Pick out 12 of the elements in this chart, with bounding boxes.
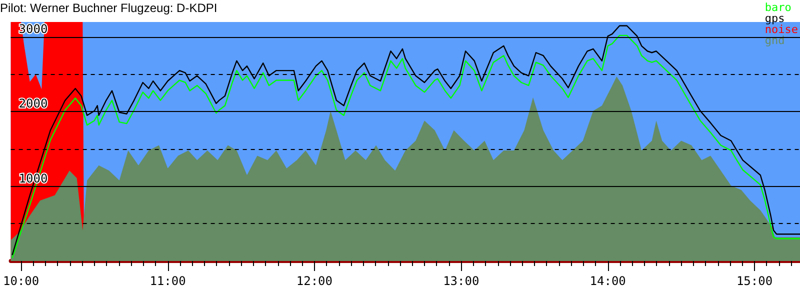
x-tick-label: 14:00: [590, 274, 626, 288]
x-tick-label: 10:00: [3, 274, 40, 288]
x-tick-label: 12:00: [296, 274, 333, 288]
x-tick-label: 11:00: [150, 274, 186, 288]
text: noise: [764, 23, 798, 36]
text: baro: [764, 1, 792, 14]
x-tick-label: 15:00: [736, 274, 773, 288]
x-tick-label: 13:00: [443, 274, 480, 288]
text: gps: [764, 12, 785, 25]
text: gnd: [764, 34, 785, 47]
chart-title: Pilot: Werner Buchner Flugzeug: D-KDPI: [0, 1, 218, 15]
y-tick-label: 2000: [18, 96, 48, 111]
